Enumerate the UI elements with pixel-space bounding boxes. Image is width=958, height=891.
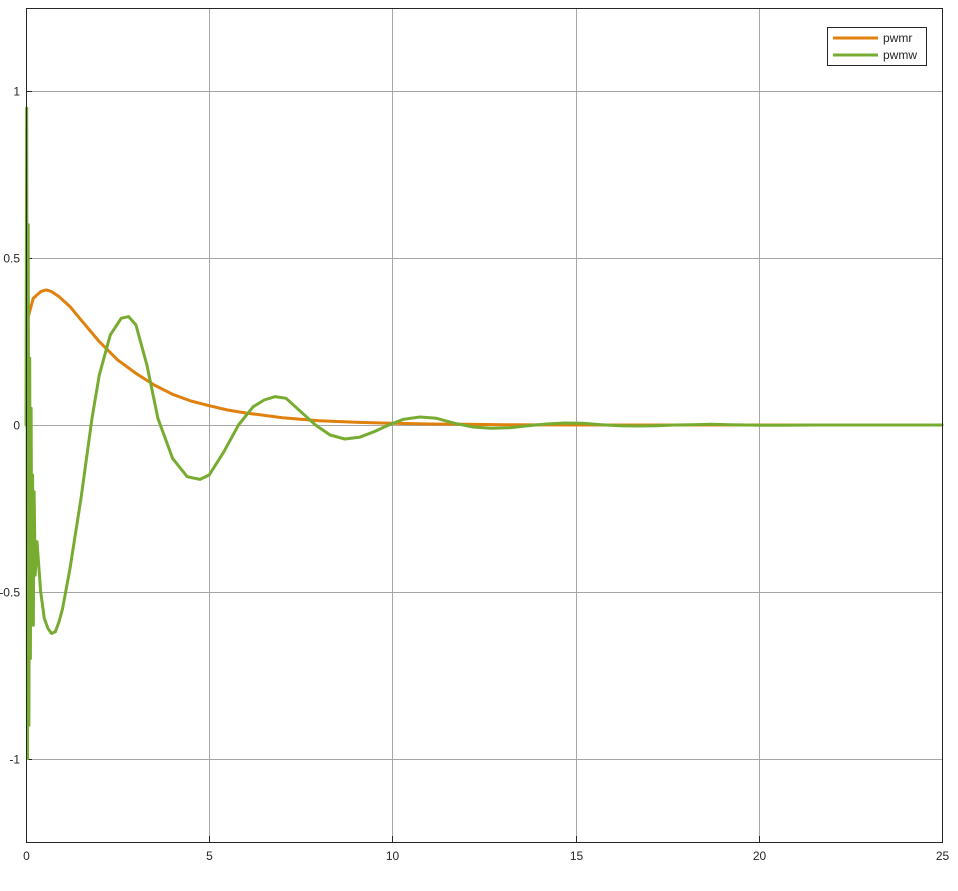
legend: pwmr pwmw — [827, 27, 927, 66]
legend-label-pwmr: pwmr — [883, 31, 912, 45]
series-lines — [24, 106, 944, 761]
y-tick-label: -1 — [9, 753, 20, 767]
y-tick-label: 0.5 — [3, 252, 20, 266]
legend-box — [827, 27, 927, 66]
axes-frame — [26, 8, 943, 843]
x-tick-label: 0 — [23, 849, 30, 863]
x-tick-label: 15 — [570, 849, 584, 863]
x-tick-label: 5 — [206, 849, 213, 863]
y-tick-label: 1 — [13, 85, 20, 99]
axis-ticks: 0 5 10 15 20 25 -1 -0.5 0 0.5 1 — [0, 85, 949, 864]
legend-label-pwmw: pwmw — [883, 48, 917, 62]
grid — [26, 8, 942, 842]
series-line-pwmw — [24, 106, 944, 761]
series-line-pwmr — [26, 288, 944, 427]
y-tick-label: 0 — [13, 419, 20, 433]
y-tick-label: -0.5 — [0, 586, 20, 600]
x-tick-label: 10 — [386, 849, 400, 863]
x-tick-label: 25 — [936, 849, 950, 863]
x-tick-label: 20 — [753, 849, 767, 863]
